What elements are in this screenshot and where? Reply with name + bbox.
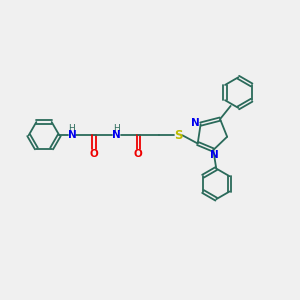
Text: H: H [113, 124, 119, 133]
Text: N: N [210, 150, 219, 160]
Text: N: N [112, 130, 121, 140]
Text: N: N [68, 130, 76, 140]
Text: O: O [90, 149, 98, 159]
Text: O: O [134, 149, 142, 159]
Text: N: N [191, 118, 200, 128]
Text: H: H [69, 124, 75, 133]
Text: S: S [174, 129, 182, 142]
